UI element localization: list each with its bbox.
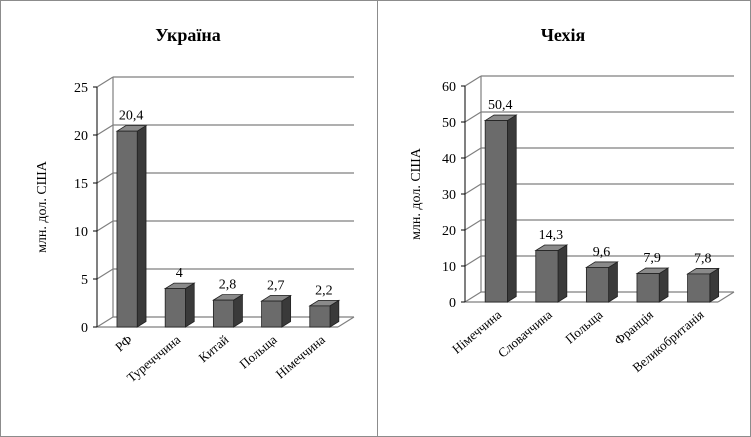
y-tick-label: 10 <box>442 260 456 275</box>
bar <box>635 267 670 303</box>
y-tick-label: 30 <box>442 188 456 203</box>
floor-right-edge <box>717 291 735 303</box>
gridline-depth <box>96 76 114 88</box>
y-tick-label: 0 <box>81 321 88 336</box>
bar-front <box>484 120 508 303</box>
bar-front <box>535 250 559 303</box>
gridline-depth <box>96 172 114 184</box>
gridline-depth <box>464 111 482 123</box>
bar <box>584 261 619 303</box>
bar-front <box>585 267 610 303</box>
bar-front <box>636 273 660 303</box>
y-axis-label: млн. дол. США <box>35 160 50 253</box>
gridline-depth <box>464 291 482 303</box>
data-label: 14,3 <box>539 228 564 243</box>
gridline-depth <box>96 268 114 280</box>
bar-front <box>116 130 138 328</box>
chart-title: Україна <box>155 25 221 45</box>
gridline-depth <box>96 124 114 136</box>
bar <box>115 124 148 328</box>
floor-right-edge <box>337 316 355 328</box>
bar-front <box>261 300 283 328</box>
bar-front <box>309 305 331 328</box>
x-tick-label: Словаччина <box>495 307 555 361</box>
bar <box>534 244 569 303</box>
y-tick-label: 5 <box>81 273 88 288</box>
y-tick-label: 50 <box>442 116 456 131</box>
y-axis-label: млн. дол. США <box>409 147 424 240</box>
bar <box>211 293 244 328</box>
data-label: 9,6 <box>593 245 611 260</box>
gridline-depth <box>96 220 114 232</box>
bar-front <box>164 288 186 328</box>
bar <box>260 294 293 328</box>
y-tick-label: 20 <box>442 224 456 239</box>
chart-title: Чехія <box>541 25 586 45</box>
gridline-depth <box>464 75 482 87</box>
bar-side <box>507 114 517 303</box>
y-tick-label: 60 <box>442 80 456 95</box>
gridline-depth <box>464 255 482 267</box>
data-label: 7,8 <box>694 251 712 266</box>
y-tick-label: 40 <box>442 152 456 167</box>
x-tick-label: Польща <box>562 307 605 347</box>
data-label: 2,2 <box>315 283 333 298</box>
x-tick-label: Франція <box>611 307 656 348</box>
gridline-depth <box>464 183 482 195</box>
data-label: 7,9 <box>643 251 661 266</box>
bar <box>163 282 196 328</box>
gridline-depth <box>464 147 482 159</box>
y-tick-label: 25 <box>74 81 88 96</box>
bar <box>308 299 341 328</box>
bar-front <box>687 273 711 303</box>
bar <box>483 114 518 303</box>
bar <box>686 267 721 303</box>
y-tick-label: 0 <box>449 296 456 311</box>
gridline-depth <box>464 219 482 231</box>
y-tick-label: 10 <box>74 225 88 240</box>
bar-front <box>212 299 235 328</box>
bar-side <box>608 261 618 303</box>
data-label: 20,4 <box>119 109 144 124</box>
gridline-depth <box>96 316 114 328</box>
data-label: 50,4 <box>488 98 513 113</box>
data-label: 4 <box>176 266 183 281</box>
data-label: 2,7 <box>267 279 285 294</box>
y-tick-label: 20 <box>74 129 88 144</box>
bar-side <box>557 244 568 303</box>
panel-divider <box>377 0 378 437</box>
data-label: 2,8 <box>219 278 237 293</box>
y-tick-label: 15 <box>74 177 88 192</box>
